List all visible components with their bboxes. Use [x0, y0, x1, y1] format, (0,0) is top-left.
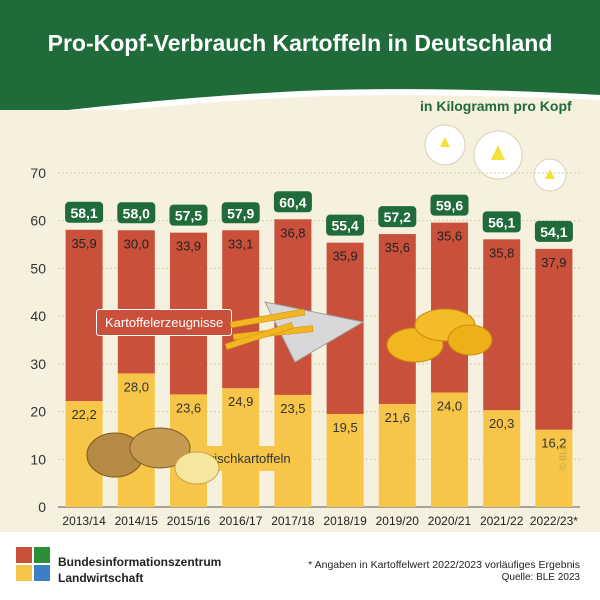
bar-fresh	[483, 410, 521, 507]
processed-value-label: 36,8	[280, 225, 305, 240]
unit-label: in Kilogramm pro Kopf	[420, 98, 572, 114]
footnote: * Angaben in Kartoffelwert 2022/2023 vor…	[308, 559, 580, 571]
processed-value-label: 30,0	[124, 236, 149, 251]
org-name-line2: Landwirtschaft	[58, 571, 144, 585]
processed-value-label: 35,6	[437, 229, 462, 244]
source-note: Quelle: BLE 2023	[501, 572, 580, 583]
potato-illustration	[86, 427, 220, 485]
x-tick-label: 2018/19	[323, 514, 367, 528]
y-tick-label: 30	[30, 356, 46, 372]
chips-illustration	[386, 308, 493, 363]
total-badge	[273, 191, 312, 213]
total-badge	[534, 220, 573, 242]
chart-title: Pro-Kopf-Verbrauch Kartoffeln in Deutsch…	[47, 30, 553, 56]
total-badge	[482, 211, 521, 233]
total-badge	[117, 202, 156, 224]
legend-processed: Kartoffelerzeugnisse	[96, 309, 233, 336]
total-badge	[326, 214, 365, 236]
total-value-label: 55,4	[331, 218, 358, 234]
total-value-label: 58,1	[70, 205, 97, 221]
x-tick-label: 2019/20	[376, 514, 420, 528]
bzl-logo-icon	[16, 547, 50, 581]
total-value-label: 60,4	[279, 194, 306, 210]
fresh-value-label: 24,9	[228, 394, 253, 409]
bar-fresh	[431, 392, 468, 507]
bar-processed	[535, 248, 573, 430]
total-badge	[169, 204, 208, 226]
processed-value-label: 35,8	[489, 245, 514, 260]
bar-fresh	[326, 413, 364, 507]
x-tick-label: 2013/14	[62, 514, 106, 528]
total-value-label: 58,0	[123, 205, 150, 221]
y-tick-label: 50	[30, 260, 46, 276]
bar-processed	[483, 239, 521, 411]
fresh-value-label: 23,5	[280, 401, 305, 416]
x-tick-label: 2020/21	[428, 514, 472, 528]
bar-processed	[117, 230, 155, 374]
processed-value-label: 35,9	[332, 249, 357, 264]
total-value-label: 57,2	[384, 209, 411, 225]
processed-value-label: 33,1	[228, 236, 253, 251]
processed-value-label: 33,9	[176, 239, 201, 254]
x-tick-label: 2014/15	[115, 514, 159, 528]
fresh-value-label: 23,6	[176, 400, 201, 415]
x-tick-label: 2021/22	[480, 514, 524, 528]
stacked-bar-chart: 0 10 20 30 40 50 60 70 22,2 35,9 58,1 2013/14 28,0 30…	[30, 165, 580, 528]
y-tick-label: 20	[30, 404, 46, 420]
fresh-value-label: 20,3	[489, 416, 514, 431]
total-value-label: 57,5	[175, 208, 202, 224]
fresh-value-label: 22,2	[71, 407, 96, 422]
org-name-line1: Bundesinformationszentrum	[58, 555, 222, 569]
total-value-label: 56,1	[488, 214, 515, 230]
x-tick-label: 2022/23*	[530, 514, 578, 528]
x-tick-label: 2017/18	[271, 514, 315, 528]
total-badge	[221, 202, 260, 224]
bar-processed	[431, 222, 468, 393]
bar-fresh	[535, 429, 573, 507]
total-value-label: 57,9	[227, 205, 254, 221]
processed-value-label: 35,9	[71, 236, 96, 251]
x-tick-label: 2015/16	[167, 514, 211, 528]
total-value-label: 54,1	[540, 224, 567, 240]
total-value-label: 59,6	[436, 198, 463, 214]
fresh-value-label: 21,6	[385, 410, 410, 425]
y-tick-label: 0	[38, 499, 46, 515]
y-tick-label: 10	[30, 451, 46, 467]
fresh-value-label: 16,2	[541, 436, 566, 451]
y-tick-label: 40	[30, 308, 46, 324]
processed-value-label: 37,9	[541, 255, 566, 270]
fresh-value-label: 28,0	[124, 379, 149, 394]
y-tick-label: 70	[30, 165, 46, 181]
bar-processed	[378, 234, 416, 404]
copyright-mark: © BLE	[558, 443, 568, 470]
fresh-value-label: 19,5	[332, 420, 357, 435]
flower-illustration	[424, 124, 567, 192]
total-badge	[65, 201, 104, 223]
y-tick-label: 60	[30, 213, 46, 229]
total-badge	[378, 206, 417, 228]
total-badge	[430, 194, 469, 216]
header-banner	[0, 0, 600, 110]
fresh-value-label: 24,0	[437, 398, 462, 413]
footer: Bundesinformationszentrum Landwirtschaft…	[0, 532, 600, 600]
x-tick-label: 2016/17	[219, 514, 263, 528]
fries-illustration	[225, 301, 365, 363]
bar-fresh	[378, 403, 416, 507]
processed-value-label: 35,6	[385, 240, 410, 255]
